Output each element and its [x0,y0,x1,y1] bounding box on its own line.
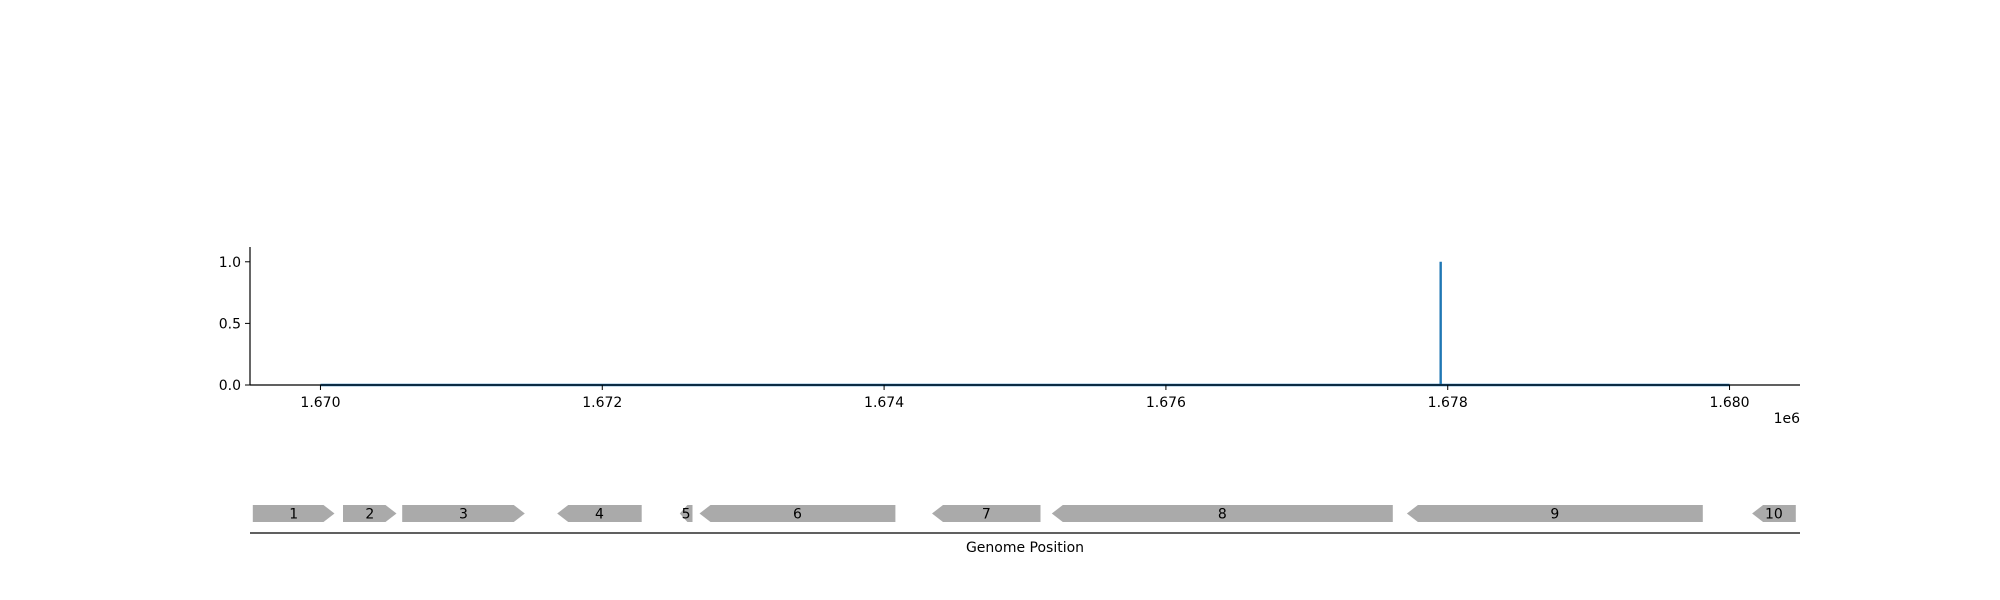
x-tick-label: 1.678 [1428,395,1468,411]
x-tick-label: 1.672 [582,395,622,411]
gene-label: 9 [1550,507,1559,523]
gene-label: 4 [595,507,604,523]
gene-label: 5 [682,507,691,523]
gene-label: 6 [793,507,802,523]
gene-label: 3 [459,507,468,523]
gene-arrow [1752,505,1796,522]
coverage-line [320,261,1730,387]
y-tick-label: 0.5 [219,316,241,332]
x-axis-ticks: 1.670 1.672 1.674 1.676 1.678 1.680 [300,385,1750,411]
x-offset-label: 1e6 [1774,411,1801,427]
gene-arrow [343,505,397,522]
gene-arrow [402,505,525,522]
gene-track: 1 2 3 4 5 6 7 8 9 10 Genome Position [250,505,1800,556]
coverage-plot: 1.670 1.672 1.674 1.676 1.678 1.680 0.0 0.5 1.0… [219,247,1800,427]
y-axis-ticks: 0.0 0.5 1.0 [219,255,250,394]
gene-label: 1 [289,507,298,523]
gene-arrows: 1 2 3 4 5 6 7 8 9 10 [252,505,1796,523]
x-tick-label: 1.670 [300,395,340,411]
gene-arrow [679,505,693,522]
y-tick-label: 1.0 [219,255,241,271]
gene-arrow [252,505,335,522]
gene-label: 2 [365,507,374,523]
gene-arrow [932,505,1041,522]
gene-label: 7 [982,507,991,523]
x-tick-label: 1.680 [1709,395,1749,411]
x-tick-label: 1.676 [1146,395,1186,411]
x-tick-label: 1.674 [864,395,904,411]
gene-arrow [699,505,896,522]
y-tick-label: 0.0 [219,378,241,394]
gene-label: 8 [1218,507,1227,523]
gene-arrow [1051,505,1393,522]
gene-arrow [557,505,642,522]
coverage-series [320,261,1730,387]
gene-track-xlabel: Genome Position [966,540,1084,556]
gene-label: 10 [1765,507,1783,523]
gene-arrow [1406,505,1703,522]
